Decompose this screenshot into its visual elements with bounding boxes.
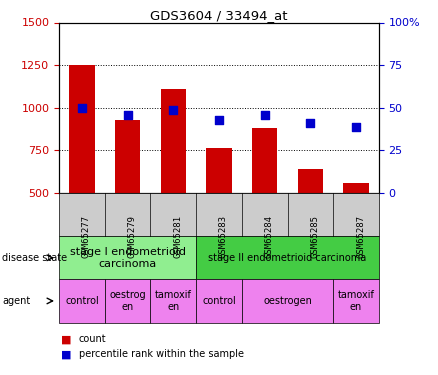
- Text: ■: ■: [61, 334, 72, 344]
- Bar: [115, 120, 140, 278]
- Text: percentile rank within the sample: percentile rank within the sample: [79, 350, 244, 359]
- Text: control: control: [202, 296, 236, 306]
- Bar: [161, 89, 186, 278]
- Bar: [252, 128, 277, 278]
- Text: oestrog
en: oestrog en: [110, 290, 146, 312]
- Point: [353, 124, 360, 130]
- Bar: [206, 148, 232, 278]
- Text: control: control: [65, 296, 99, 306]
- Point: [261, 112, 268, 118]
- Bar: [69, 64, 95, 278]
- Point: [307, 120, 314, 126]
- Bar: [343, 183, 369, 278]
- Text: GDS3604 / 33494_at: GDS3604 / 33494_at: [150, 9, 288, 22]
- Text: GSM65283: GSM65283: [219, 214, 228, 258]
- Text: count: count: [79, 334, 106, 344]
- Text: GSM65285: GSM65285: [311, 214, 319, 258]
- Text: tamoxif
en: tamoxif en: [338, 290, 374, 312]
- Point: [124, 112, 131, 118]
- Text: GSM65287: GSM65287: [356, 214, 365, 258]
- Text: tamoxif
en: tamoxif en: [155, 290, 192, 312]
- Point: [78, 105, 85, 111]
- Text: stage II endometrioid carcinoma: stage II endometrioid carcinoma: [208, 253, 367, 263]
- Point: [170, 106, 177, 112]
- Text: GSM65281: GSM65281: [173, 214, 182, 258]
- Text: GSM65277: GSM65277: [82, 214, 91, 258]
- Text: ■: ■: [61, 350, 72, 359]
- Text: agent: agent: [2, 296, 30, 306]
- Text: disease state: disease state: [2, 253, 67, 263]
- Point: [215, 117, 223, 123]
- Text: GSM65284: GSM65284: [265, 214, 274, 258]
- Text: GSM65279: GSM65279: [127, 214, 137, 258]
- Bar: [298, 169, 323, 278]
- Text: oestrogen: oestrogen: [263, 296, 312, 306]
- Text: stage I endometrioid
carcinoma: stage I endometrioid carcinoma: [70, 247, 186, 268]
